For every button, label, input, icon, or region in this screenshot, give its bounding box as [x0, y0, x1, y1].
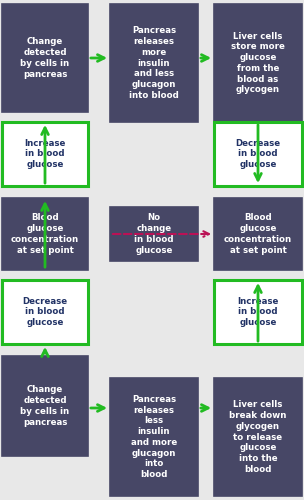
Text: Pancreas
releases
more
insulin
and less
glucagon
into blood: Pancreas releases more insulin and less … — [129, 26, 179, 100]
Text: Increase
in blood
glucose: Increase in blood glucose — [24, 138, 66, 169]
Text: Liver cells
break down
glycogen
to release
glucose
into the
blood: Liver cells break down glycogen to relea… — [229, 400, 287, 474]
FancyBboxPatch shape — [214, 122, 302, 186]
FancyBboxPatch shape — [110, 378, 198, 496]
FancyBboxPatch shape — [110, 4, 198, 122]
FancyBboxPatch shape — [2, 198, 88, 270]
Text: Blood
glucose
concentration
at set point: Blood glucose concentration at set point — [11, 214, 79, 254]
Text: Blood
glucose
concentration
at set point: Blood glucose concentration at set point — [224, 214, 292, 254]
Text: Change
detected
by cells in
pancreas: Change detected by cells in pancreas — [20, 38, 70, 78]
Text: Increase
in blood
glucose: Increase in blood glucose — [237, 296, 279, 327]
FancyBboxPatch shape — [2, 122, 88, 186]
Text: No
change
in blood
glucose: No change in blood glucose — [134, 214, 174, 254]
Text: Liver cells
store more
glucose
from the
blood as
glycogen: Liver cells store more glucose from the … — [231, 32, 285, 94]
Text: Decrease
in blood
glucose: Decrease in blood glucose — [235, 138, 281, 169]
FancyBboxPatch shape — [214, 4, 302, 122]
FancyBboxPatch shape — [110, 207, 198, 261]
Text: Decrease
in blood
glucose: Decrease in blood glucose — [22, 296, 67, 327]
FancyBboxPatch shape — [2, 4, 88, 112]
FancyBboxPatch shape — [214, 280, 302, 344]
FancyBboxPatch shape — [2, 280, 88, 344]
FancyBboxPatch shape — [214, 198, 302, 270]
Text: Pancreas
releases
less
insulin
and more
glucagon
into
blood: Pancreas releases less insulin and more … — [131, 395, 177, 479]
FancyBboxPatch shape — [214, 378, 302, 496]
FancyBboxPatch shape — [2, 356, 88, 456]
Text: Change
detected
by cells in
pancreas: Change detected by cells in pancreas — [20, 386, 70, 426]
